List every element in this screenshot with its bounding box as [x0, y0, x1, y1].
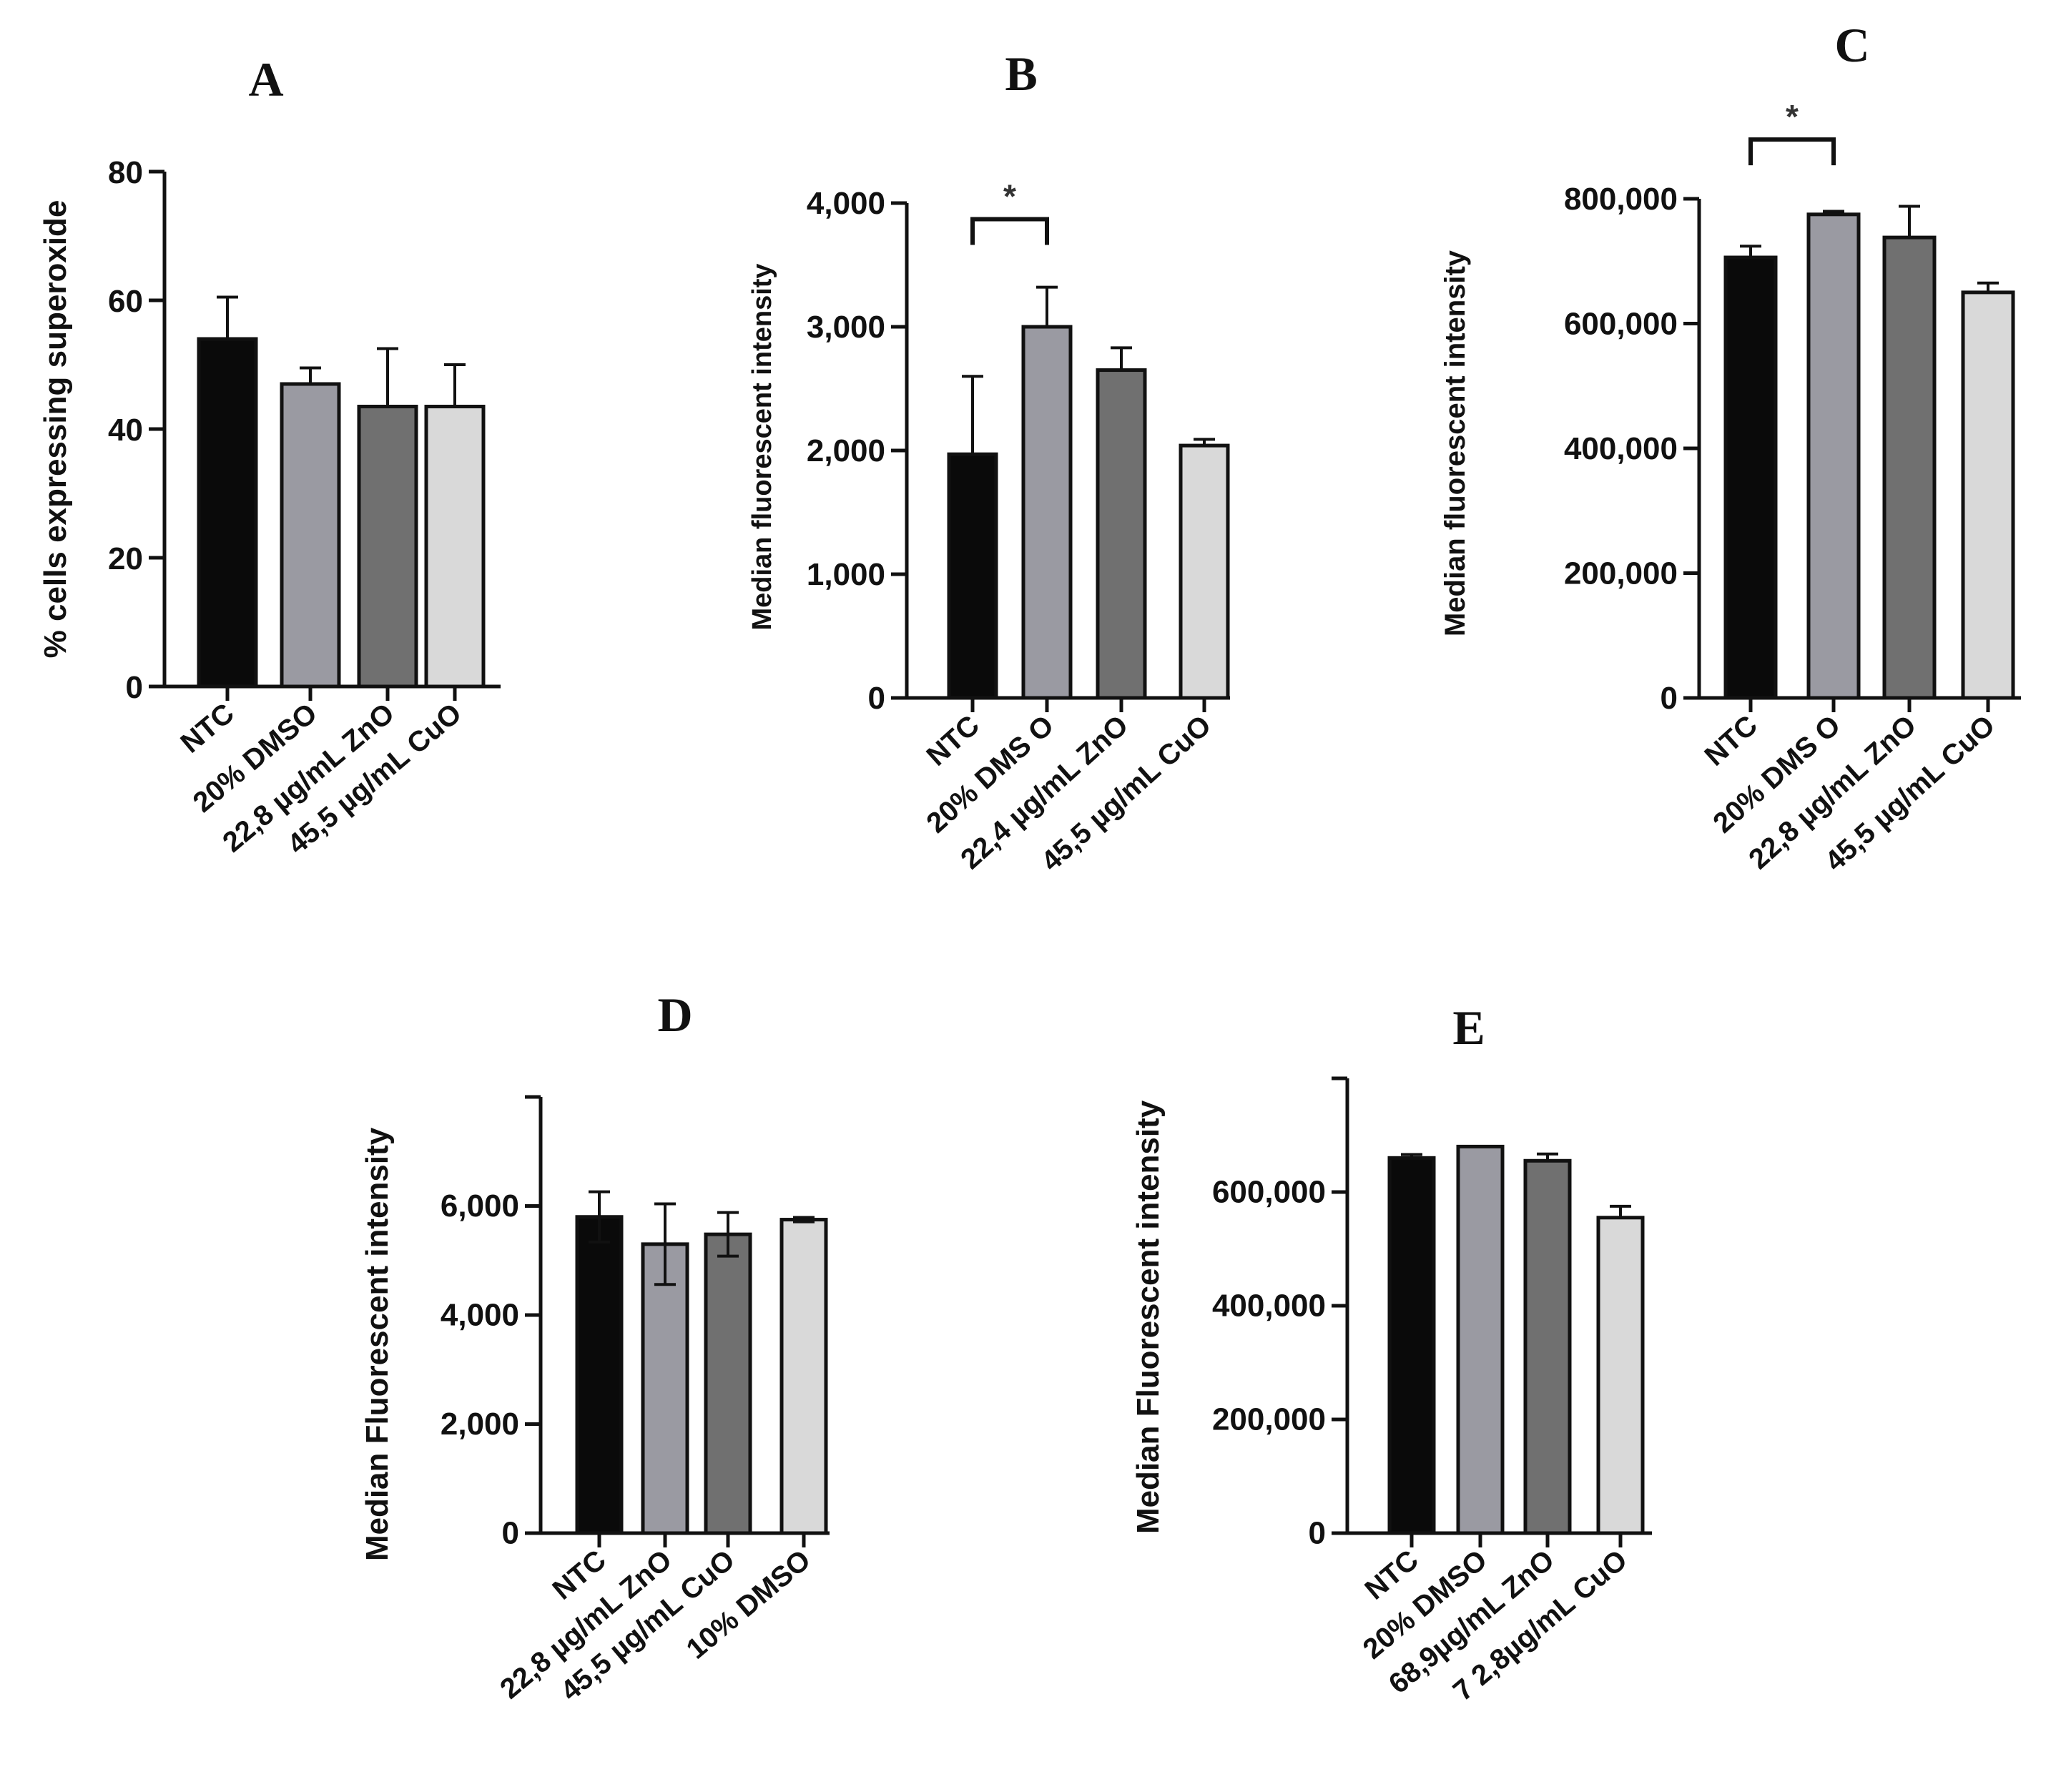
panel-a-y-tick-label: 20 [108, 541, 143, 576]
panel-b-bar [947, 452, 998, 700]
panel-c-significance-bracket [1748, 137, 1836, 166]
panel-a-bar [280, 382, 341, 689]
panel-a-bar [197, 337, 258, 689]
panel-d-y-tick-label: 2,000 [441, 1407, 519, 1442]
panel-b-significance-label: * [1003, 177, 1016, 215]
panel-b-y-tick-label: 0 [868, 681, 885, 716]
panel-b-y-tick-label: 2,000 [807, 433, 885, 468]
panel-a-y-tick-label: 60 [108, 284, 143, 319]
panel-c-bar [1882, 235, 1937, 700]
panel-b-y-tick-label: 4,000 [807, 186, 885, 221]
panel-b-letter: B [1005, 46, 1037, 101]
panel-e-y-tick-label: 0 [1309, 1515, 1326, 1550]
panel-e-y-axis-label: Median Fluorescent intensity [1131, 1100, 1166, 1534]
panel-a-y-tick-label: 0 [126, 670, 143, 705]
panel-c-y-tick-label: 400,000 [1564, 431, 1678, 466]
panel-e-bar [1387, 1156, 1436, 1535]
panel-e-y-tick-label: 400,000 [1212, 1288, 1326, 1323]
panel-b-category-label: NTC [920, 709, 985, 772]
panel-c-bar [1961, 290, 2015, 700]
panel-d-y-tick-label: 0 [502, 1515, 519, 1550]
panel-b-y-axis-label: Median fluorescent intensity [747, 263, 777, 630]
panel-b-bar [1021, 325, 1073, 700]
panel-c-y-axis-label: Median fluorescent intensity [1440, 250, 1471, 636]
panel-d-bar [704, 1232, 752, 1535]
panel-e-letter: E [1452, 1000, 1485, 1055]
panel-c-letter: C [1834, 18, 1869, 72]
panel-b: B Median fluorescent intensity 0 1,000 2,0… [747, 46, 1230, 877]
panel-a-y-axis-label: % cells expressing superoxide [38, 200, 73, 659]
panel-c-y-tick-label: 0 [1661, 681, 1678, 716]
panel-c-y-tick-label: 800,000 [1564, 182, 1678, 217]
panel-b-y-tick-label: 3,000 [807, 310, 885, 345]
panel-d-bar [575, 1215, 624, 1535]
panel-d-letter: D [657, 988, 692, 1042]
panel-d-bar [641, 1242, 689, 1535]
panel-a-bar [357, 405, 418, 689]
panel-a-y-tick-label: 80 [108, 155, 143, 190]
panel-a: A % cells expressing superoxide 0 20 40 60 8… [38, 52, 501, 860]
panel-b-bar [1179, 443, 1230, 700]
panel-a-bar [424, 405, 486, 689]
panel-c-significance-label: * [1786, 98, 1799, 135]
panel-a-letter: A [248, 52, 283, 107]
panel-c-y-tick-label: 200,000 [1564, 556, 1678, 591]
panel-e: E Median Fluorescent intensity 0 200,000 4… [1131, 1000, 1652, 1707]
panel-d: D Median Fluorescent intensity 0 2,000 4,0… [360, 988, 830, 1707]
panel-b-y-tick-label: 1,000 [807, 557, 885, 592]
panel-e-y-tick-label: 600,000 [1212, 1174, 1326, 1209]
panel-c-y-tick-label: 600,000 [1564, 307, 1678, 342]
panel-d-bar [779, 1218, 828, 1535]
panel-c-bar [1723, 255, 1778, 700]
panel-c-bar [1806, 212, 1861, 700]
panel-c: C Median fluorescent intensity 0 200,000 4… [1440, 18, 2021, 877]
panel-a-category-label: NTC [175, 697, 240, 759]
panel-d-y-tick-label: 4,000 [441, 1297, 519, 1332]
panel-e-bar [1596, 1216, 1645, 1535]
panel-e-bar [1523, 1158, 1572, 1535]
panel-d-y-tick-label: 6,000 [441, 1188, 519, 1224]
panel-d-y-axis-label: Median Fluorescent intensity [360, 1127, 395, 1561]
panel-b-bar [1096, 368, 1147, 700]
panel-c-category-label: NTC [1698, 709, 1763, 772]
panel-b-significance-bracket [970, 217, 1049, 245]
panel-e-bar [1456, 1144, 1505, 1535]
panel-a-y-tick-label: 40 [108, 413, 143, 448]
panel-e-y-tick-label: 200,000 [1212, 1402, 1326, 1437]
